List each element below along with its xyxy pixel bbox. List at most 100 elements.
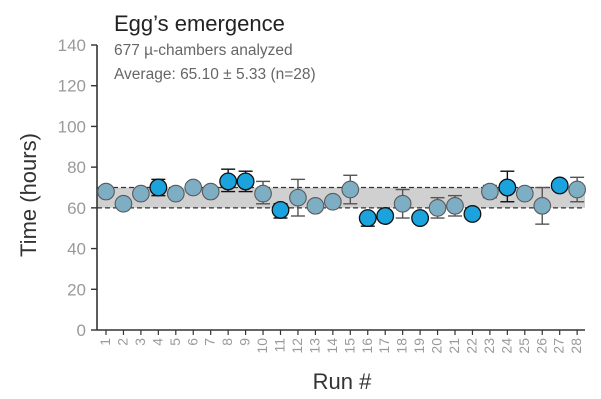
x-tick-label: 11 bbox=[272, 338, 288, 353]
data-point-run-15 bbox=[341, 174, 360, 205]
x-axis: 1 2 3 4 5 6 7 8 9 10 11 12 13 14 15 16 17 18 19 20 21 22 23 24 2… bbox=[97, 329, 585, 354]
mean-marker bbox=[254, 184, 272, 203]
data-point-run-10 bbox=[254, 180, 272, 205]
data-point-run-27 bbox=[550, 176, 569, 195]
x-tick-label: 15 bbox=[341, 338, 357, 354]
mean-marker bbox=[149, 178, 168, 197]
mean-marker bbox=[219, 172, 238, 191]
data-point-run-20 bbox=[428, 196, 447, 219]
mean-marker bbox=[132, 184, 150, 203]
x-tick-label: 6 bbox=[184, 338, 200, 346]
data-point-run-25 bbox=[515, 184, 534, 203]
data-point-run-4 bbox=[149, 178, 168, 197]
x-tick-label: 17 bbox=[376, 338, 392, 354]
x-tick-label: 22 bbox=[463, 338, 479, 354]
chart-subtitle-analyzed: 677 µ-chambers analyzed bbox=[114, 42, 293, 59]
x-tick-label: 28 bbox=[568, 338, 584, 354]
data-point-run-12 bbox=[289, 178, 307, 217]
mean-marker bbox=[97, 182, 115, 201]
data-point-run-9 bbox=[236, 170, 255, 193]
y-tick-label: 80 bbox=[67, 158, 86, 177]
x-tick-label: 18 bbox=[394, 338, 410, 354]
x-tick-label: 1 bbox=[97, 338, 113, 346]
data-point-run-19 bbox=[411, 209, 430, 227]
x-tick-label: 23 bbox=[481, 338, 497, 354]
y-tick-label: 120 bbox=[58, 77, 86, 96]
y-tick-label: 40 bbox=[67, 240, 86, 259]
x-tick-label: 16 bbox=[359, 338, 375, 354]
data-point-run-16 bbox=[358, 209, 377, 227]
data-point-run-1 bbox=[97, 182, 115, 201]
x-tick-label: 24 bbox=[498, 338, 514, 354]
y-tick-label: 100 bbox=[58, 117, 86, 136]
mean-marker bbox=[166, 184, 185, 203]
x-tick-label: 3 bbox=[132, 338, 148, 346]
y-tick-label: 20 bbox=[67, 280, 86, 299]
y-tick-label: 0 bbox=[77, 321, 86, 340]
data-point-run-7 bbox=[201, 182, 220, 201]
y-axis-title: Time (hours) bbox=[16, 133, 41, 257]
mean-marker bbox=[114, 194, 133, 213]
y-axis: 0 20 40 60 80 100 120 140 bbox=[58, 36, 98, 340]
mean-marker bbox=[568, 180, 587, 199]
mean-marker bbox=[428, 199, 447, 217]
mean-marker bbox=[184, 178, 203, 197]
x-tick-label: 5 bbox=[167, 338, 183, 346]
data-point-run-21 bbox=[446, 194, 464, 217]
mean-marker bbox=[271, 200, 290, 219]
x-tick-label: 19 bbox=[411, 338, 427, 354]
x-tick-label: 4 bbox=[149, 338, 165, 346]
mean-marker bbox=[446, 196, 464, 215]
data-point-run-22 bbox=[463, 205, 482, 223]
x-tick-label: 9 bbox=[237, 338, 253, 346]
mean-marker bbox=[289, 188, 307, 207]
mean-marker bbox=[498, 178, 517, 197]
x-tick-label: 8 bbox=[219, 338, 235, 346]
mean-marker bbox=[463, 205, 482, 223]
y-tick-label: 140 bbox=[58, 36, 86, 55]
data-point-run-26 bbox=[533, 186, 552, 225]
mean-marker bbox=[411, 209, 430, 227]
mean-marker bbox=[324, 192, 342, 211]
x-tick-label: 26 bbox=[533, 338, 549, 354]
x-tick-label: 20 bbox=[429, 338, 445, 354]
mean-marker bbox=[358, 209, 377, 227]
data-point-run-24 bbox=[498, 170, 517, 203]
mean-marker bbox=[376, 207, 395, 225]
data-point-run-5 bbox=[166, 184, 185, 203]
data-point-run-28 bbox=[568, 176, 587, 203]
y-tick-label: 60 bbox=[67, 199, 86, 218]
data-point-run-13 bbox=[306, 196, 325, 215]
x-tick-label: 21 bbox=[446, 338, 462, 354]
mean-marker bbox=[550, 176, 569, 195]
data-point-run-6 bbox=[184, 178, 203, 197]
mean-marker bbox=[201, 182, 220, 201]
x-tick-label: 13 bbox=[306, 338, 322, 354]
data-point-run-2 bbox=[114, 194, 133, 213]
x-tick-label: 14 bbox=[324, 338, 340, 354]
data-point-run-17 bbox=[376, 207, 395, 225]
data-point-run-14 bbox=[324, 192, 342, 211]
x-tick-label: 2 bbox=[114, 338, 130, 346]
data-point-run-23 bbox=[481, 182, 499, 201]
x-tick-label: 25 bbox=[516, 338, 532, 354]
chart-title: Egg’s emergence bbox=[114, 11, 285, 36]
x-tick-label: 27 bbox=[551, 338, 567, 354]
x-axis-title: Run # bbox=[313, 369, 372, 394]
mean-marker bbox=[306, 196, 325, 215]
mean-marker bbox=[236, 172, 255, 191]
mean-marker bbox=[515, 184, 534, 203]
data-point-run-11 bbox=[271, 200, 290, 219]
data-point-run-3 bbox=[132, 184, 150, 203]
mean-marker bbox=[341, 180, 360, 199]
x-tick-label: 10 bbox=[254, 338, 270, 354]
x-tick-label: 12 bbox=[289, 338, 305, 354]
mean-marker bbox=[533, 196, 552, 215]
x-tick-label: 7 bbox=[202, 338, 218, 346]
chart-subtitle-average: Average: 65.10 ± 5.33 (n=28) bbox=[114, 66, 316, 83]
mean-marker bbox=[481, 182, 499, 201]
data-point-run-18 bbox=[393, 188, 412, 219]
mean-marker bbox=[393, 194, 412, 213]
data-point-run-8 bbox=[219, 168, 238, 193]
